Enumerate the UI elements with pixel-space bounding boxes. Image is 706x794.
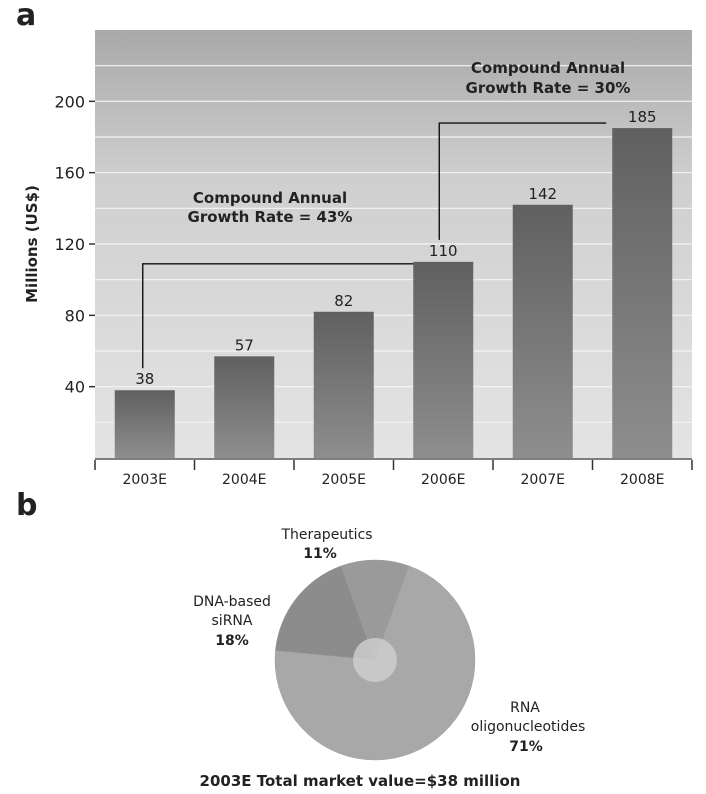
pie-percent: 11% [303, 546, 337, 562]
pie-label: siRNA [212, 613, 253, 629]
bar-value-label: 110 [429, 242, 458, 260]
bar [413, 261, 474, 458]
y-tick-label: 80 [65, 306, 85, 325]
y-tick-label: 120 [54, 235, 85, 254]
bar-value-label: 142 [528, 185, 557, 203]
y-tick-label: 40 [65, 378, 85, 397]
x-tick-label: 2007E [521, 472, 565, 488]
bar [512, 204, 573, 458]
x-tick-label: 2005E [322, 472, 366, 488]
bar-chart: 40 80 120 160 200 Millions (US$) 38 2003E 57 2004… [23, 30, 693, 488]
pie-percent: 71% [509, 739, 543, 755]
x-tick-label: 2006E [421, 472, 465, 488]
panel-b-label: b [16, 488, 38, 523]
panel-a-label: a [16, 0, 37, 33]
bar-value-label: 38 [135, 370, 154, 388]
y-axis-label: Millions (US$) [23, 185, 41, 303]
growth-annotation-line1: Compound Annual [193, 189, 347, 207]
pie-caption: 2003E Total market value=$38 million [200, 772, 521, 790]
pie-chart: Therapeutics 11% DNA-based siRNA 18% RNA oligo… [193, 527, 585, 790]
x-tick-label: 2004E [222, 472, 266, 488]
growth-bracket [142, 263, 414, 369]
growth-bracket [438, 122, 607, 240]
bar-value-label: 185 [628, 108, 657, 126]
bar [114, 390, 175, 458]
pie-center [353, 638, 397, 682]
growth-annotation-line1: Compound Annual [471, 59, 625, 77]
bar [313, 311, 374, 458]
y-tick-label: 200 [54, 92, 85, 111]
pie-slice [275, 565, 376, 661]
pie-label: oligonucleotides [471, 719, 585, 735]
pie-slice [340, 559, 410, 661]
growth-annotation-line2: Growth Rate = 43% [188, 208, 353, 226]
pie-label: RNA [510, 700, 540, 716]
bar-value-label: 82 [334, 292, 353, 310]
pie-label: Therapeutics [280, 527, 372, 543]
pie-label: DNA-based [193, 594, 271, 610]
bar [612, 128, 673, 459]
x-tick-label: 2003E [123, 472, 167, 488]
y-tick-label: 160 [54, 164, 85, 183]
pie-percent: 18% [215, 633, 249, 649]
bar-value-label: 57 [235, 336, 254, 354]
bar [214, 356, 275, 458]
growth-annotation-line2: Growth Rate = 30% [466, 79, 631, 97]
x-tick-label: 2008E [620, 472, 664, 488]
